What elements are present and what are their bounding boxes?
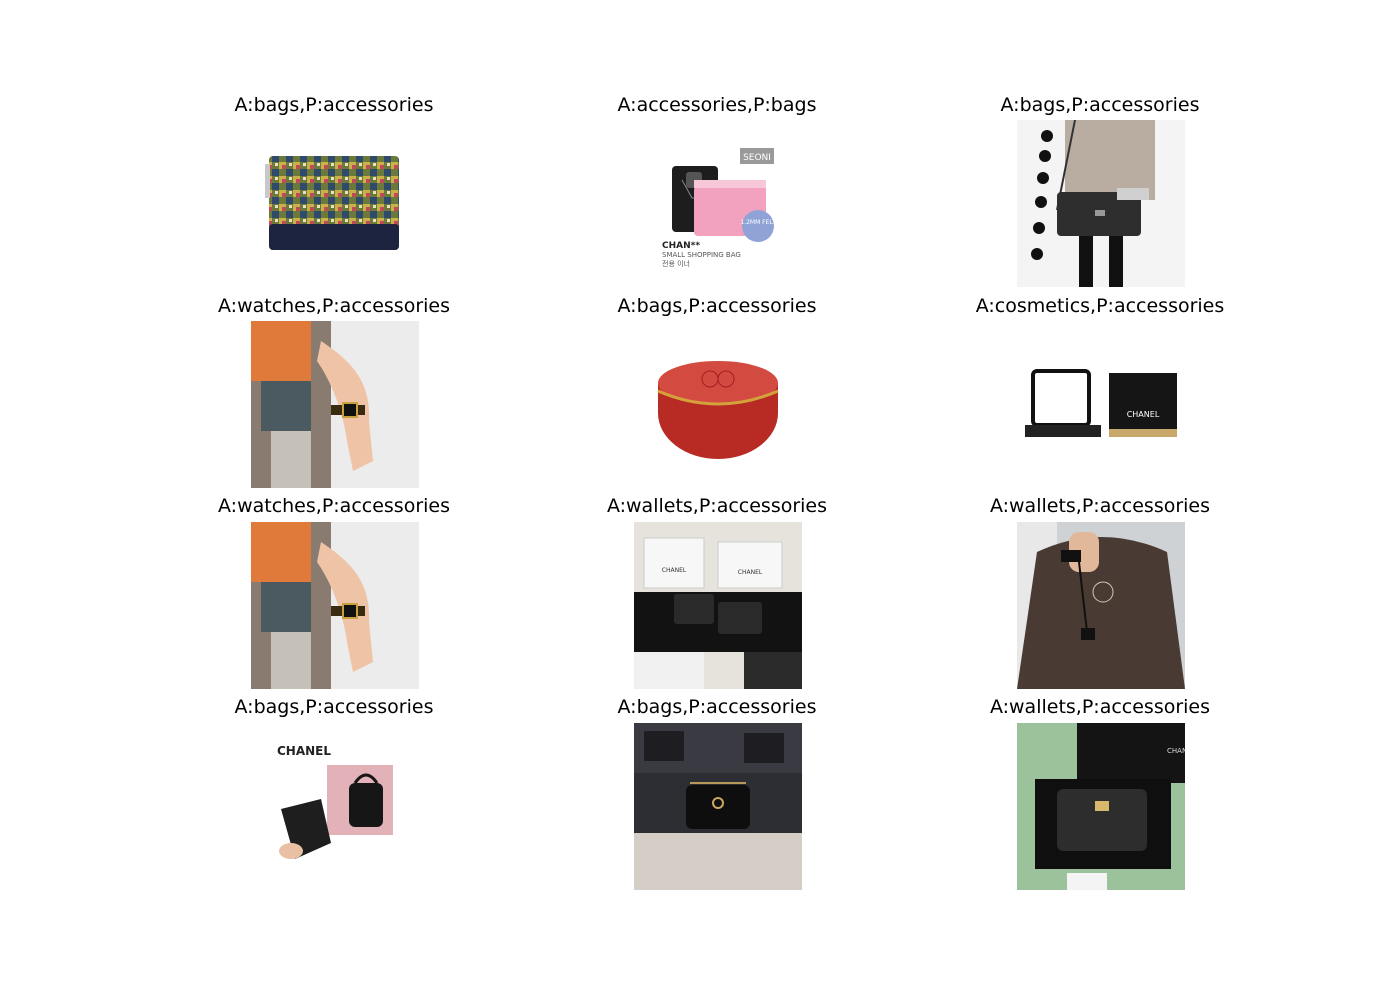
box-text: CHANEL [662,567,687,574]
badge-text: SEONI [743,153,771,163]
bag-organizer-insert-image: SEONI 1.2MM FELT CHAN** SMALL SHOPPING B… [634,120,802,287]
brand-text: CHAN** [662,241,700,251]
panel-title: A:wallets,P:accessories [989,495,1211,517]
brand-text: CHANEL [277,744,331,758]
panel-title: A:accessories,P:bags [617,94,817,116]
panel-title: A:bags,P:accessories [617,696,817,718]
caption-text: SMALL SHOPPING BAG [662,251,741,259]
panel-title: A:bags,P:accessories [234,696,434,718]
compact-cosmetic-image: CHANEL [1017,321,1185,488]
box-text: CHANEL [1167,747,1185,755]
box-text: CHANEL [738,569,763,576]
wrist-watch-image [251,522,419,689]
panel-title: A:watches,P:accessories [218,495,450,517]
sub-caption-text: 전용 이너 [662,259,690,268]
panel-title: A:cosmetics,P:accessories [975,295,1225,317]
panel-title: A:bags,P:accessories [617,295,817,317]
lanyard-card-holder-image [1017,522,1185,689]
wrist-watch-image [251,321,419,488]
worn-flap-bag-image [1017,120,1185,287]
red-round-case-image [634,321,802,488]
panel-title: A:bags,P:accessories [1000,94,1200,116]
boxed-wallet-image: CHANEL [1017,723,1185,890]
panel-title: A:wallets,P:accessories [989,696,1211,718]
panel-title: A:bags,P:accessories [234,94,434,116]
mini-black-bag-image [634,723,802,890]
backpack-with-dustbag-image: CHANEL [251,723,419,890]
panel-title: A:wallets,P:accessories [606,495,828,517]
panel-title: A:watches,P:accessories [218,295,450,317]
cosmetic-brand-text: CHANEL [1127,410,1160,419]
wallets-with-boxes-image: CHANEL CHANEL [634,522,802,689]
felt-label: 1.2MM FELT [740,219,776,226]
tweed-pouch-image [251,120,419,287]
